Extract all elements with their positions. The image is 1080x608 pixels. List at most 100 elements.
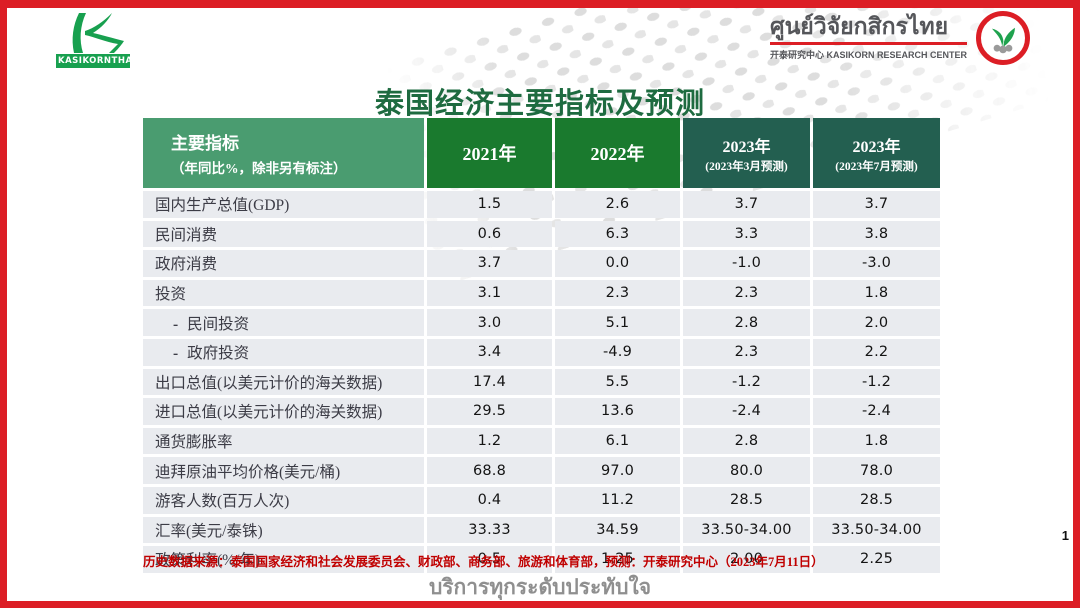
value-2023-mar: -1.2 xyxy=(683,368,810,396)
value-2023-mar: 33.50-34.00 xyxy=(683,516,810,544)
frame-border-bottom xyxy=(0,601,1080,608)
col-header-indicator: 主要指标 （年同比%，除非另有标注） xyxy=(143,118,424,188)
table-row: 游客人数(百万人次) 0.4 11.2 28.5 28.5 xyxy=(143,486,940,514)
col-header-2023-jul-forecast: 2023年 (2023年7月预测) xyxy=(813,118,940,188)
indicator-label: 政府消费 xyxy=(143,250,424,277)
value-2021: 1.2 xyxy=(427,427,552,455)
value-2022: 5.1 xyxy=(555,309,680,336)
value-2022: 34.59 xyxy=(555,516,680,544)
table-row: 国内生产总值(GDP) 1.5 2.6 3.7 3.7 xyxy=(143,191,940,218)
indicator-header-subtitle: （年同比%，除非另有标注） xyxy=(171,161,347,176)
indicator-label: 民间消费 xyxy=(143,220,424,248)
value-2023-jul: -3.0 xyxy=(813,250,940,277)
research-center-subtitle: 开泰研究中心 KASIKORN RESEARCH CENTER xyxy=(769,49,967,60)
value-2023-mar: 3.3 xyxy=(683,220,810,248)
col-header-2021: 2021年 xyxy=(427,118,552,188)
value-2021: 0.5 xyxy=(427,546,552,573)
kasikorn-k-icon xyxy=(56,13,130,53)
value-2022: 6.3 xyxy=(555,220,680,248)
value-2023-jul: 78.0 xyxy=(813,457,940,484)
indicator-label: 游客人数(百万人次) xyxy=(143,486,424,514)
value-2022: 1.25 xyxy=(555,546,680,573)
source-note: 历史数据来源：泰国国家经济和社会发展委员会、财政部、商务部、旅游和体育部，预测：… xyxy=(143,555,824,569)
col-header-2022: 2022年 xyxy=(555,118,680,188)
table-row: 出口总值(以美元计价的海关数据) 17.4 5.5 -1.2 -1.2 xyxy=(143,368,940,396)
indicators-table: 主要指标 （年同比%，除非另有标注） 2021年 2022年 2023年 (20… xyxy=(140,115,943,576)
indicator-label: 通货膨胀率 xyxy=(143,427,424,455)
value-2023-mar: 2.3 xyxy=(683,279,810,307)
value-2022: 6.1 xyxy=(555,427,680,455)
research-center-thai-name: ศูนย์วิจัยกสิกรไทย xyxy=(769,14,949,41)
table-row: 政策利率(%/年) 0.5 1.25 2.00 2.25 xyxy=(143,546,940,573)
indicator-label: 汇率(美元/泰铢) xyxy=(143,516,424,544)
value-2022: 5.5 xyxy=(555,368,680,396)
value-2023-jul: -1.2 xyxy=(813,368,940,396)
sprout-seal-icon xyxy=(976,11,1030,65)
value-2021: 33.33 xyxy=(427,516,552,544)
col-header-2023-mar-forecast: 2023年 (2023年3月预测) xyxy=(683,118,810,188)
table-row: 政府消费 3.7 0.0 -1.0 -3.0 xyxy=(143,250,940,277)
value-2022: 0.0 xyxy=(555,250,680,277)
table-row: 迪拜原油平均价格(美元/桶) 68.8 97.0 80.0 78.0 xyxy=(143,457,940,484)
table-row: 汇率(美元/泰铢) 33.33 34.59 33.50-34.00 33.50-… xyxy=(143,516,940,544)
value-2021: 3.1 xyxy=(427,279,552,307)
value-2023-jul: 2.25 xyxy=(813,546,940,573)
value-2023-mar: -1.0 xyxy=(683,250,810,277)
value-2021: 17.4 xyxy=(427,368,552,396)
value-2021: 3.7 xyxy=(427,250,552,277)
value-2023-jul: 1.8 xyxy=(813,427,940,455)
value-2023-jul: -2.4 xyxy=(813,398,940,425)
value-2023-mar: 2.3 xyxy=(683,338,810,366)
value-2022: 13.6 xyxy=(555,398,680,425)
indicator-label: 政策利率(%/年) xyxy=(143,546,424,573)
value-2023-jul: 2.0 xyxy=(813,309,940,336)
kasikornthai-wordmark: KASIKORNTHAI xyxy=(56,54,137,68)
indicator-label: 迪拜原油平均价格(美元/桶) xyxy=(143,457,424,484)
value-2023-jul: 1.8 xyxy=(813,279,940,307)
value-2021: 1.5 xyxy=(427,191,552,218)
value-2023-mar: 3.7 xyxy=(683,191,810,218)
research-center-name: ศูนย์วิจัยกสิกรไทย 开泰研究中心 KASIKORN RESEA… xyxy=(769,14,967,60)
value-2023-mar: 80.0 xyxy=(683,457,810,484)
indicator-label: 投资 xyxy=(143,279,424,307)
indicator-label: 进口总值(以美元计价的海关数据) xyxy=(143,398,424,425)
table-header-row: 主要指标 （年同比%，除非另有标注） 2021年 2022年 2023年 (20… xyxy=(143,118,940,188)
page-number: 1 xyxy=(1061,528,1069,543)
footer-tagline: บริการทุกระดับประทับใจ xyxy=(428,575,652,599)
indicator-label: 国内生产总值(GDP) xyxy=(143,191,424,218)
value-2022: -4.9 xyxy=(555,338,680,366)
value-2021: 68.8 xyxy=(427,457,552,484)
value-2023-jul: 2.2 xyxy=(813,338,940,366)
value-2023-mar: 2.8 xyxy=(683,309,810,336)
frame-border-left xyxy=(0,0,7,608)
value-2021: 3.4 xyxy=(427,338,552,366)
frame-border-top xyxy=(0,0,1080,8)
kasikorn-research-center-logo: ศูนย์วิจัยกสิกรไทย 开泰研究中心 KASIKORN RESEA… xyxy=(769,11,1030,65)
table-row: 民间消费 0.6 6.3 3.3 3.8 xyxy=(143,220,940,248)
value-2021: 29.5 xyxy=(427,398,552,425)
logo-underline xyxy=(769,41,967,45)
value-2022: 2.3 xyxy=(555,279,680,307)
indent-dash: - xyxy=(173,315,179,333)
table-row: 进口总值(以美元计价的海关数据) 29.5 13.6 -2.4 -2.4 xyxy=(143,398,940,425)
value-2021: 0.6 xyxy=(427,220,552,248)
indicator-label: 出口总值(以美元计价的海关数据) xyxy=(143,368,424,396)
value-2023-mar: -2.4 xyxy=(683,398,810,425)
table-row: - 民间投资 3.0 5.1 2.8 2.0 xyxy=(143,309,940,336)
table-body: 国内生产总值(GDP) 1.5 2.6 3.7 3.7 民间消费 0.6 6.3… xyxy=(143,191,940,573)
frame-border-right xyxy=(1073,0,1080,608)
value-2023-jul: 3.8 xyxy=(813,220,940,248)
kasikornthai-logo: KASIKORNTHAI xyxy=(56,13,137,68)
value-2022: 97.0 xyxy=(555,457,680,484)
indicator-header-title: 主要指标 xyxy=(171,134,239,153)
value-2023-jul: 28.5 xyxy=(813,486,940,514)
value-2021: 3.0 xyxy=(427,309,552,336)
table-row: - 政府投资 3.4 -4.9 2.3 2.2 xyxy=(143,338,940,366)
value-2021: 0.4 xyxy=(427,486,552,514)
indicator-label: - 政府投资 xyxy=(143,338,424,366)
value-2023-jul: 3.7 xyxy=(813,191,940,218)
page-title: 泰国经济主要指标及预测 xyxy=(374,88,705,120)
indent-dash: - xyxy=(173,345,179,363)
value-2023-jul: 33.50-34.00 xyxy=(813,516,940,544)
